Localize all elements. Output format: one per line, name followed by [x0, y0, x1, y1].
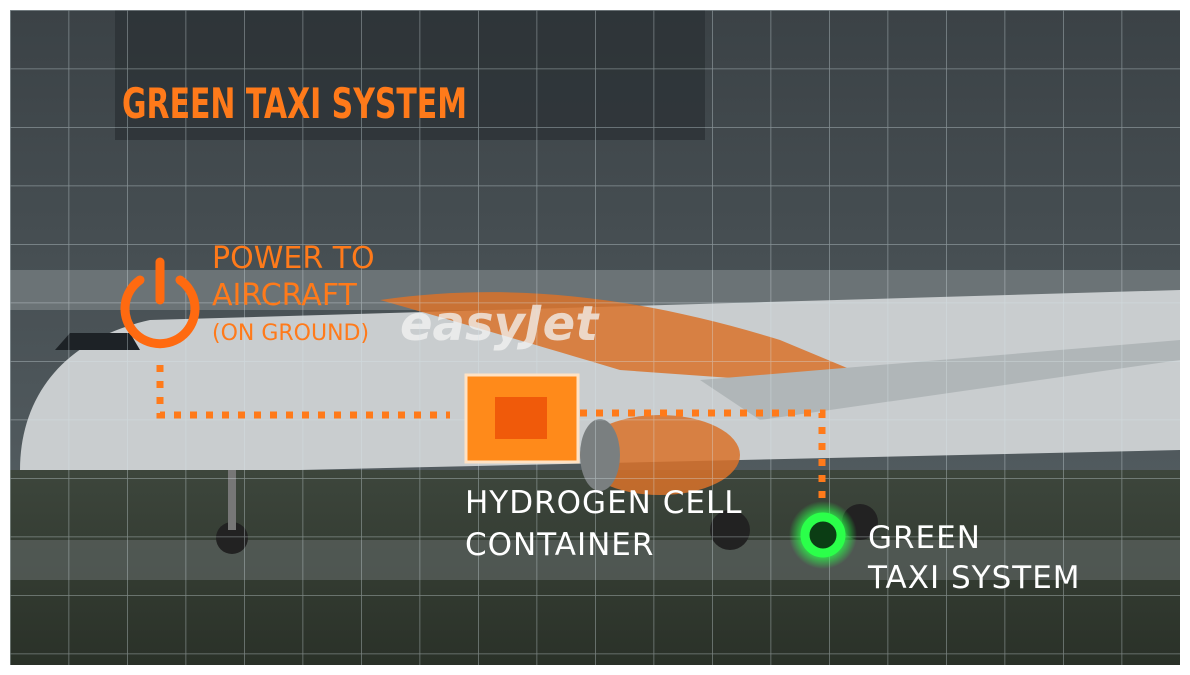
power-label: POWER TO AIRCRAFT (ON GROUND)	[212, 241, 384, 346]
label-line: CONTAINER	[465, 527, 654, 563]
label-line: POWER TO	[212, 241, 375, 276]
frame: easyJet GREEN TAXI SYSTEM POWER TO AIRCR…	[0, 0, 1190, 675]
label-line: TAXI SYSTEM	[867, 560, 1081, 596]
label-line: (ON GROUND)	[212, 321, 369, 346]
taxi-dot	[805, 517, 841, 553]
page: easyJet GREEN TAXI SYSTEM POWER TO AIRCR…	[0, 0, 1190, 675]
title: GREEN TAXI SYSTEM	[122, 79, 467, 128]
label-line: HYDROGEN CELL	[465, 485, 742, 521]
label-line: GREEN	[868, 520, 981, 556]
label-line: AIRCRAFT	[212, 278, 358, 313]
hydrogen-core	[495, 397, 547, 439]
